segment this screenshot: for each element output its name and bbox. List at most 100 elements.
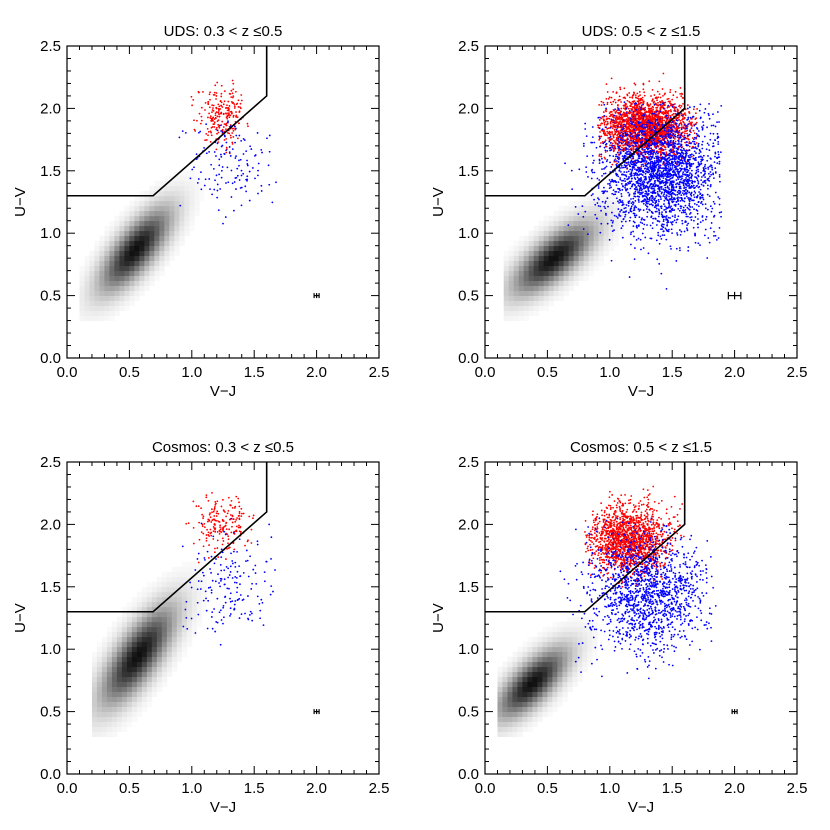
point-star-forming: [630, 149, 633, 152]
point-quiescent: [228, 116, 231, 119]
point-star-forming: [703, 170, 706, 173]
point-star-forming: [697, 186, 700, 189]
point-star-forming: [675, 166, 677, 169]
point-star-forming: [649, 165, 652, 168]
point-star-forming: [242, 172, 245, 175]
point-quiescent: [662, 129, 665, 132]
point-star-forming: [672, 181, 675, 184]
point-quiescent: [227, 100, 230, 103]
point-star-forming: [690, 216, 693, 218]
point-star-forming: [656, 210, 658, 213]
point-quiescent: [670, 110, 672, 113]
point-star-forming: [246, 164, 249, 167]
point-star-forming: [620, 195, 623, 198]
point-quiescent: [637, 102, 640, 105]
x-tick-label: 0.5: [119, 364, 140, 381]
point-star-forming: [635, 125, 638, 128]
point-star-forming: [676, 170, 679, 173]
point-quiescent: [232, 136, 235, 138]
point-star-forming: [677, 173, 680, 176]
point-star-forming: [603, 186, 605, 189]
point-star-forming: [630, 122, 633, 125]
point-star-forming: [637, 120, 640, 123]
point-quiescent: [238, 111, 241, 113]
point-star-forming: [257, 174, 259, 177]
point-star-forming: [685, 144, 688, 147]
point-star-forming: [625, 107, 628, 110]
point-star-forming: [668, 156, 670, 159]
point-quiescent: [231, 92, 234, 95]
point-star-forming: [231, 148, 234, 151]
point-star-forming: [717, 151, 720, 153]
point-star-forming: [693, 202, 696, 205]
point-star-forming: [604, 212, 607, 215]
point-star-forming: [707, 155, 709, 157]
point-star-forming: [646, 148, 649, 151]
point-star-forming: [695, 185, 698, 188]
point-quiescent: [685, 130, 687, 133]
point-star-forming: [656, 121, 659, 124]
point-star-forming: [655, 195, 658, 198]
point-quiescent: [604, 120, 607, 123]
point-star-forming: [652, 183, 655, 186]
point-star-forming: [652, 217, 655, 220]
point-quiescent: [674, 140, 677, 143]
point-star-forming: [604, 166, 607, 169]
point-quiescent: [619, 88, 622, 91]
point-star-forming: [665, 218, 668, 221]
point-star-forming: [650, 144, 653, 147]
point-star-forming: [654, 204, 657, 207]
point-star-forming: [675, 221, 678, 224]
point-star-forming: [673, 126, 676, 129]
point-star-forming: [603, 103, 606, 106]
point-star-forming: [646, 211, 649, 214]
point-star-forming: [645, 161, 648, 163]
point-star-forming: [665, 162, 668, 165]
point-star-forming: [668, 136, 670, 139]
point-star-forming: [677, 141, 680, 143]
point-star-forming: [615, 184, 618, 187]
point-quiescent: [628, 92, 631, 94]
point-star-forming: [700, 160, 702, 163]
point-star-forming: [661, 191, 663, 194]
point-star-forming: [676, 119, 679, 122]
point-star-forming: [648, 127, 651, 130]
point-star-forming: [689, 193, 692, 196]
point-star-forming: [221, 166, 224, 168]
point-star-forming: [213, 188, 216, 191]
point-star-forming: [593, 171, 596, 174]
point-star-forming: [598, 158, 601, 161]
point-star-forming: [665, 115, 668, 118]
point-star-forming: [680, 162, 683, 165]
point-star-forming: [689, 116, 692, 119]
point-star-forming: [640, 179, 643, 182]
point-star-forming: [691, 147, 693, 150]
point-quiescent: [215, 98, 217, 100]
point-star-forming: [630, 202, 633, 205]
point-star-forming: [658, 242, 661, 245]
point-star-forming: [689, 206, 692, 208]
point-star-forming: [669, 217, 671, 219]
point-star-forming: [659, 178, 661, 181]
point-star-forming: [658, 209, 661, 212]
point-star-forming: [641, 114, 644, 117]
point-quiescent: [225, 146, 228, 149]
point-star-forming: [712, 172, 715, 175]
point-star-forming: [621, 201, 624, 204]
point-star-forming: [677, 147, 679, 150]
point-quiescent: [634, 94, 637, 96]
point-star-forming: [234, 177, 237, 179]
point-quiescent: [232, 114, 235, 117]
point-quiescent: [680, 105, 683, 107]
point-star-forming: [655, 155, 658, 158]
point-star-forming: [684, 221, 687, 224]
point-star-forming: [220, 130, 222, 132]
point-star-forming: [632, 197, 635, 200]
point-star-forming: [683, 179, 686, 181]
point-star-forming: [614, 147, 617, 150]
point-star-forming: [659, 182, 661, 185]
point-quiescent: [222, 126, 225, 128]
point-quiescent: [675, 124, 678, 127]
point-star-forming: [641, 137, 643, 139]
point-star-forming: [677, 125, 679, 128]
